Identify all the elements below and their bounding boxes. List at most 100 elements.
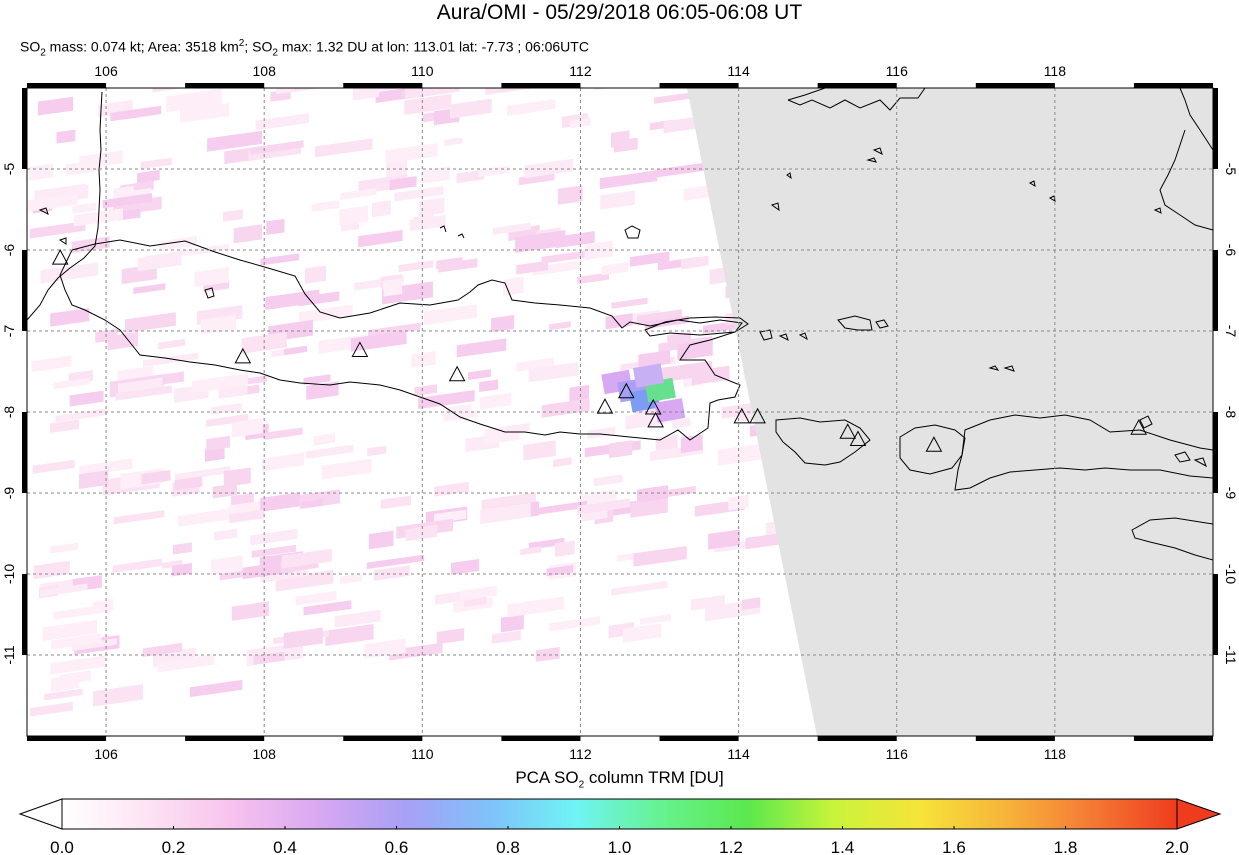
volcano-triangle-icon — [849, 430, 867, 447]
so2-pixel — [229, 509, 265, 524]
so2-pixel — [65, 159, 102, 176]
so2-pixel — [29, 221, 86, 239]
coast-kangean — [837, 315, 889, 331]
so2-pixel — [404, 93, 452, 115]
volcano-triangle-icon — [733, 407, 751, 424]
so2-pixel — [479, 392, 512, 410]
volcano-triangle-icon — [234, 347, 252, 364]
so2-pixel — [440, 50, 460, 68]
so2-pixel — [479, 379, 499, 393]
frame-tick — [27, 736, 107, 741]
so2-pixel — [255, 113, 309, 131]
so2-pixel — [602, 64, 638, 83]
colorbar-tick-label: 1.0 — [608, 838, 632, 855]
colorbar-tick-label: 1.8 — [1054, 838, 1078, 855]
frame-tick — [343, 736, 423, 741]
so2-pixel — [27, 193, 78, 212]
so2-pixel — [102, 193, 152, 209]
so2-pixel — [599, 170, 658, 190]
so2-pixel — [305, 444, 354, 459]
coast-java — [59, 239, 743, 441]
axis-labels: 106 106 108 108 110 110 112 112 114 114 116 116 118 1… — [1, 63, 1239, 762]
so2-pixel — [158, 338, 186, 350]
lon-tick-label-bottom: 116 — [886, 746, 909, 762]
so2-pixel — [260, 253, 300, 266]
so2-pixel — [633, 545, 687, 567]
so2-pixel — [630, 497, 668, 518]
lat-tick-label-right: -6 — [1223, 244, 1239, 257]
so2-pixel — [33, 560, 70, 580]
so2-pixel — [535, 647, 560, 662]
so2-pixel — [677, 339, 713, 361]
so2-pixel — [172, 542, 192, 555]
so2-pixel — [117, 365, 154, 381]
so2-pixel — [553, 457, 572, 468]
frame-tick — [1213, 412, 1218, 493]
so2-pixel — [660, 34, 697, 47]
frame-tick — [1133, 83, 1213, 88]
so2-pixel — [192, 373, 248, 394]
so2-pixel — [30, 701, 73, 717]
so2-pixel — [117, 208, 141, 221]
so2-pixel — [283, 345, 307, 356]
so2-pixel — [418, 197, 445, 217]
frame-tick — [817, 736, 897, 741]
colorbar-tick-label: 0.4 — [273, 838, 297, 855]
so2-pixel — [335, 58, 358, 75]
so2-pixel — [708, 529, 740, 550]
so2-pixel — [418, 389, 475, 410]
frame-tick — [185, 83, 265, 88]
lat-tick-label-left: -10 — [1, 564, 17, 584]
so2-pixel — [141, 469, 171, 485]
frame-tick — [1213, 574, 1218, 655]
so2-pixel — [557, 185, 583, 205]
coast-sumba — [1131, 517, 1213, 561]
so2-pixel — [50, 542, 79, 554]
so2-plume-pixel — [654, 398, 686, 423]
so2-pixel — [593, 474, 623, 487]
lat-tick-label-left: -11 — [1, 645, 17, 664]
so2-pixel — [528, 362, 579, 383]
lon-tick-label-bottom: 112 — [569, 746, 592, 762]
so2-pixel — [304, 265, 326, 284]
so2-pixel — [110, 105, 162, 122]
colorbar: 0.0 0.2 0.4 0.6 0.8 1.0 1.2 1.4 1.6 1.8 2.0 — [18, 798, 1222, 855]
so2-pixel — [137, 169, 160, 184]
coast-bawean — [624, 225, 641, 239]
so2-pixel — [42, 619, 97, 642]
so2-pixel — [353, 88, 399, 95]
frame-tick — [185, 736, 265, 741]
lat-tick-label-right: -8 — [1223, 406, 1239, 419]
colorbar-bar — [61, 798, 1178, 830]
so2-pixel — [394, 185, 444, 202]
so2-pixel — [516, 357, 554, 372]
so2-pixel — [146, 252, 173, 263]
so2-plume-pixel — [632, 363, 665, 388]
so2-pixel — [261, 452, 305, 472]
so2-pixel — [549, 321, 571, 331]
volcano-triangle-icon — [1130, 419, 1148, 435]
so2-pixel — [444, 137, 463, 146]
so2-pixel — [159, 236, 197, 251]
so2-pixel — [350, 330, 407, 352]
so2-pixel — [364, 638, 406, 659]
so2-pixel — [40, 583, 88, 597]
so2-pixel — [636, 309, 682, 326]
so2-pixel — [72, 202, 97, 214]
so2-pixel — [301, 499, 323, 509]
so2-pixel — [231, 601, 269, 621]
so2-pixel — [340, 188, 377, 200]
so2-pixel — [118, 377, 163, 395]
so2-pixel — [640, 613, 672, 625]
so2-pixel — [515, 230, 566, 253]
so2-pixel — [414, 384, 437, 396]
so2-pixel — [667, 331, 692, 344]
frame-tick — [817, 83, 897, 88]
so2-pixel — [69, 390, 104, 407]
colorbar-under-arrow — [18, 798, 63, 830]
so2-pixel — [366, 554, 425, 570]
volcano-triangle-icon — [351, 341, 369, 357]
volcano-triangle-icon — [749, 407, 766, 424]
so2-pixel — [430, 31, 462, 48]
so2-pixel — [50, 307, 90, 327]
